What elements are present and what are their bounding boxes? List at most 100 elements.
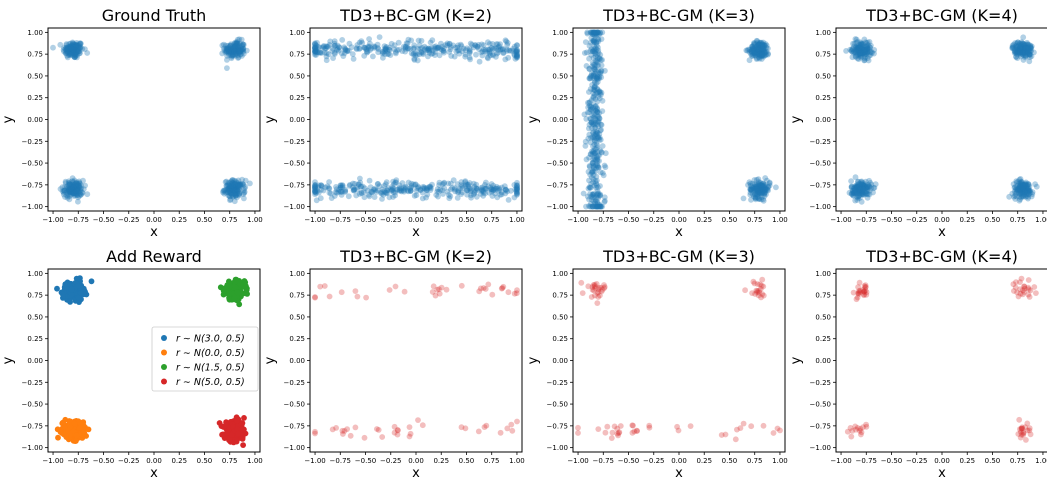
- data-point: [74, 188, 81, 195]
- data-point: [312, 183, 318, 189]
- data-point: [848, 178, 854, 185]
- data-point: [230, 179, 237, 186]
- y-tick-label: 0.25: [289, 335, 305, 343]
- data-point: [407, 185, 413, 192]
- data-point: [498, 191, 505, 198]
- data-point: [60, 189, 67, 196]
- data-point: [596, 95, 603, 102]
- data-point: [470, 44, 477, 51]
- data-point: [235, 46, 242, 52]
- data-point: [66, 46, 73, 53]
- data-point: [1016, 176, 1023, 183]
- data-point: [1017, 279, 1023, 285]
- y-tick-label: 0.00: [27, 116, 43, 124]
- data-point: [371, 185, 378, 192]
- x-tick-label: 1.00: [509, 216, 525, 224]
- data-point: [326, 293, 333, 300]
- data-point: [361, 44, 368, 51]
- data-point: [338, 192, 345, 198]
- data-point: [70, 46, 77, 52]
- data-point: [457, 41, 464, 48]
- data-point: [366, 43, 373, 50]
- data-point: [773, 184, 779, 191]
- data-point: [389, 186, 396, 193]
- data-point: [68, 187, 74, 194]
- data-point: [233, 45, 240, 52]
- data-point: [79, 189, 85, 196]
- data-point: [231, 51, 238, 58]
- data-point: [70, 46, 77, 53]
- data-point: [73, 183, 80, 190]
- data-point: [388, 186, 394, 193]
- data-point: [319, 44, 326, 51]
- data-point: [65, 182, 72, 188]
- data-point: [232, 39, 239, 46]
- data-point: [70, 187, 77, 194]
- data-point: [375, 49, 382, 56]
- data-point: [852, 36, 859, 42]
- data-point: [339, 182, 346, 188]
- data-point: [592, 200, 598, 207]
- data-point: [236, 181, 242, 188]
- data-point: [221, 47, 228, 54]
- data-point: [464, 45, 470, 52]
- data-point: [353, 192, 360, 199]
- data-point: [72, 43, 79, 50]
- data-point: [221, 190, 228, 197]
- data-point: [69, 181, 76, 188]
- data-point: [240, 41, 246, 48]
- data-point: [72, 185, 79, 191]
- data-point: [64, 45, 71, 52]
- data-point: [63, 192, 70, 199]
- data-point: [233, 184, 240, 191]
- data-point: [241, 190, 248, 196]
- data-point: [66, 186, 73, 193]
- data-point: [586, 55, 592, 62]
- data-point: [230, 47, 237, 54]
- data-point: [614, 430, 621, 437]
- data-point: [595, 44, 601, 51]
- data-point: [70, 42, 77, 49]
- data-point: [489, 291, 496, 298]
- y-tick-label: 0.50: [815, 72, 831, 80]
- data-point: [312, 48, 318, 55]
- data-point: [233, 179, 240, 186]
- data-point: [452, 188, 458, 195]
- data-point: [462, 179, 469, 186]
- data-point: [504, 188, 511, 195]
- y-tick-label: 0.00: [815, 357, 831, 365]
- data-point: [379, 434, 386, 440]
- data-point: [609, 429, 616, 436]
- data-point: [432, 52, 438, 58]
- data-point: [73, 43, 80, 49]
- data-point: [490, 46, 496, 52]
- x-tick-label: 0.75: [222, 457, 238, 465]
- data-point: [76, 44, 83, 51]
- data-point: [435, 193, 441, 200]
- data-point: [500, 50, 507, 57]
- data-point: [72, 53, 78, 60]
- data-point: [72, 189, 78, 196]
- data-point: [240, 47, 246, 54]
- data-point: [66, 180, 73, 187]
- data-point: [78, 191, 84, 198]
- data-point: [315, 44, 322, 51]
- data-point: [224, 47, 231, 54]
- data-point: [232, 52, 239, 59]
- data-point: [514, 47, 520, 53]
- x-tick-label: −0.75: [593, 216, 614, 224]
- data-point: [342, 47, 349, 54]
- data-point: [458, 282, 465, 289]
- data-point: [375, 46, 382, 53]
- data-point: [760, 180, 766, 187]
- data-point: [468, 192, 474, 199]
- data-point: [228, 179, 235, 186]
- data-point: [495, 188, 501, 194]
- data-point: [312, 48, 319, 55]
- data-point: [334, 42, 341, 49]
- data-point: [74, 45, 81, 51]
- data-point: [324, 44, 331, 50]
- data-point: [411, 42, 418, 49]
- data-point: [312, 44, 318, 51]
- data-point: [238, 46, 245, 52]
